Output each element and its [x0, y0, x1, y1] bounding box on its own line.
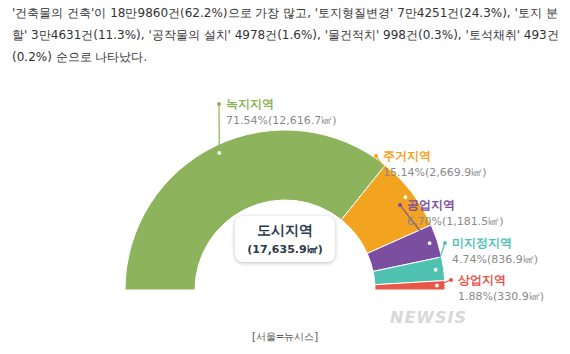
- html-text:도시지역: 도시지역: [257, 222, 313, 238]
- html-text:'건축물의 건축'이 18만9860건(62.2%)으로 가: '건축물의 건축'이 18만9860건(62.2%)으로 가장 많고, '토지형…: [12, 6, 559, 64]
- svg-text:주거지역: 주거지역: [383, 149, 431, 163]
- svg-text:6.70%(1,181.5㎢): 6.70%(1,181.5㎢): [407, 215, 504, 228]
- html-text:(17,635.9㎢): (17,635.9㎢): [247, 243, 323, 256]
- svg-text:미지정지역: 미지정지역: [452, 236, 512, 250]
- html-text:[서울=뉴시스]: [서울=뉴시스]: [251, 331, 319, 342]
- svg-text:71.54%(12,616.7㎢): 71.54%(12,616.7㎢): [226, 114, 337, 127]
- html-text:NEWSIS: NEWSIS: [390, 308, 467, 327]
- svg-text:공업지역: 공업지역: [407, 198, 455, 212]
- svg-text:15.14%(2,669.9㎢): 15.14%(2,669.9㎢): [383, 166, 487, 179]
- svg-text:4.74%(836.9㎢): 4.74%(836.9㎢): [452, 253, 538, 266]
- svg-text:녹지지역: 녹지지역: [226, 97, 274, 111]
- svg-text:1.88%(330.9㎢): 1.88%(330.9㎢): [458, 290, 544, 303]
- svg-text:상업지역: 상업지역: [457, 273, 506, 287]
